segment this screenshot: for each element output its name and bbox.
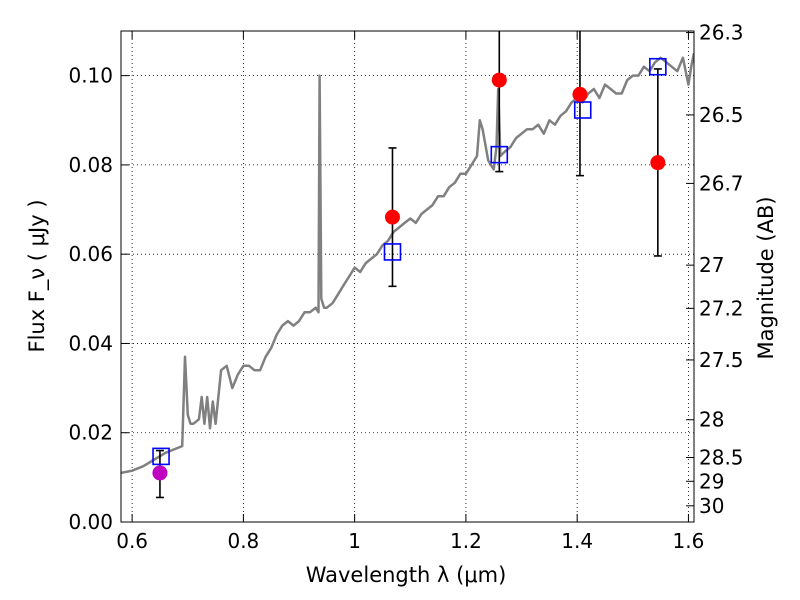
x-tick-label: 1: [348, 529, 361, 553]
y-tick-label: 0.08: [68, 153, 113, 177]
magnitude-tick-label: 26.5: [699, 103, 744, 127]
y-tick-label: 0.06: [68, 242, 113, 266]
x-axis-label: Wavelength λ (μm): [306, 563, 507, 587]
magnitude-tick-label: 28: [699, 408, 724, 432]
observed-point: [152, 465, 168, 481]
y-tick-label: 0.10: [68, 64, 113, 88]
magnitude-axis-label: Magnitude (AB): [754, 196, 778, 359]
model-photometry-box: [573, 101, 592, 119]
magnitude-tick-label: 28.5: [699, 445, 744, 469]
magnitude-tick-label: 26.7: [699, 171, 744, 195]
plot-frame: [120, 30, 695, 523]
y-tick-label: 0.02: [68, 421, 113, 445]
x-tick-label: 0.6: [116, 529, 148, 553]
observed-point: [491, 72, 507, 88]
model-spectrum-line: [121, 53, 694, 475]
magnitude-tick-label: 27.2: [699, 296, 744, 320]
magnitude-tick-label: 29: [699, 469, 724, 493]
plot-area: [121, 31, 694, 499]
y-tick-label: 0.04: [68, 331, 113, 355]
observed-point: [384, 209, 400, 225]
magnitude-tick-label: 26.3: [699, 21, 744, 45]
model-photometry-box: [649, 57, 667, 76]
y-axis-label: Flux F_ν ( μJy ): [25, 199, 50, 352]
magnitude-tick-label: 27: [699, 253, 724, 277]
magnitude-tick-label: 30: [699, 494, 724, 518]
x-tick-label: 1.2: [450, 529, 482, 553]
x-tick-label: 1.6: [673, 529, 705, 553]
model-photometry-box: [383, 243, 402, 261]
magnitude-tick-label: 27.5: [699, 348, 744, 372]
observed-point: [650, 155, 666, 171]
model-photometry-box: [490, 145, 509, 164]
axis-ticks: [121, 31, 694, 523]
y-tick-label: 0.00: [68, 510, 113, 534]
x-tick-label: 0.8: [227, 529, 259, 553]
tick-labels: 0.6 0.8 1 1.2 1.4 1.6 0.00 0.02 0.04 0.06 0.08 0.10…: [68, 21, 743, 553]
observed-point: [572, 86, 588, 102]
x-tick-label: 1.4: [561, 529, 593, 553]
model-photometry-box: [152, 447, 170, 466]
